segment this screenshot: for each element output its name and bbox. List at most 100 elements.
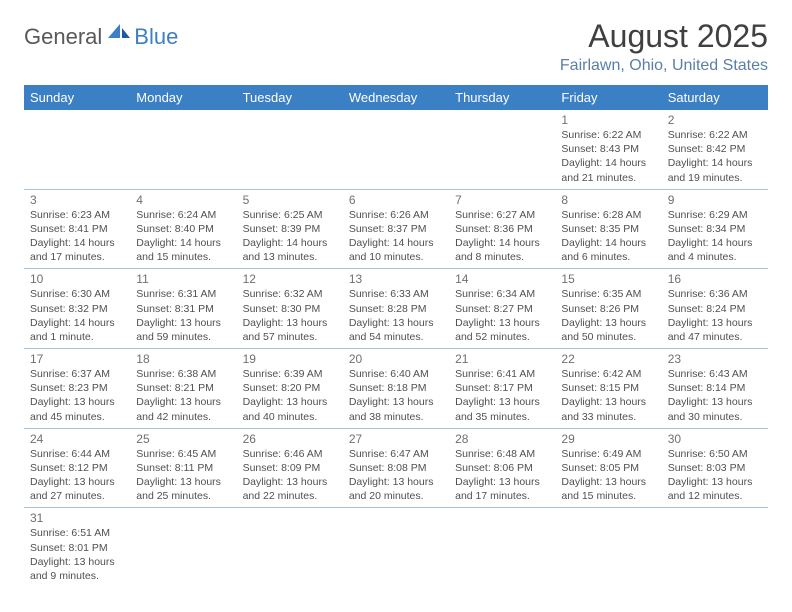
calendar-day-cell: 18Sunrise: 6:38 AMSunset: 8:21 PMDayligh…: [130, 349, 236, 429]
day-detail: Sunrise: 6:22 AM: [668, 128, 762, 142]
calendar-day-cell: 11Sunrise: 6:31 AMSunset: 8:31 PMDayligh…: [130, 269, 236, 349]
day-detail: and 6 minutes.: [561, 250, 655, 264]
day-detail: Daylight: 13 hours: [30, 555, 124, 569]
day-detail: Sunrise: 6:36 AM: [668, 287, 762, 301]
day-detail: Sunset: 8:08 PM: [349, 461, 443, 475]
calendar-week-row: 24Sunrise: 6:44 AMSunset: 8:12 PMDayligh…: [24, 428, 768, 508]
month-title: August 2025: [560, 18, 768, 55]
day-detail: Sunset: 8:18 PM: [349, 381, 443, 395]
calendar-day-cell: 21Sunrise: 6:41 AMSunset: 8:17 PMDayligh…: [449, 349, 555, 429]
day-detail: Sunset: 8:12 PM: [30, 461, 124, 475]
day-detail: Daylight: 13 hours: [136, 475, 230, 489]
weekday-header: Monday: [130, 85, 236, 110]
day-detail: and 59 minutes.: [136, 330, 230, 344]
day-number: 29: [561, 432, 655, 446]
day-number: 16: [668, 272, 762, 286]
calendar-day-cell: 10Sunrise: 6:30 AMSunset: 8:32 PMDayligh…: [24, 269, 130, 349]
day-detail: Daylight: 13 hours: [136, 316, 230, 330]
day-detail: Sunset: 8:11 PM: [136, 461, 230, 475]
calendar-day-cell: 25Sunrise: 6:45 AMSunset: 8:11 PMDayligh…: [130, 428, 236, 508]
calendar-week-row: 31Sunrise: 6:51 AMSunset: 8:01 PMDayligh…: [24, 508, 768, 587]
day-detail: Daylight: 13 hours: [561, 316, 655, 330]
day-detail: and 25 minutes.: [136, 489, 230, 503]
calendar-week-row: 3Sunrise: 6:23 AMSunset: 8:41 PMDaylight…: [24, 189, 768, 269]
day-detail: Daylight: 13 hours: [668, 475, 762, 489]
day-detail: and 21 minutes.: [561, 171, 655, 185]
day-detail: Sunrise: 6:35 AM: [561, 287, 655, 301]
day-detail: and 15 minutes.: [136, 250, 230, 264]
day-detail: Sunset: 8:31 PM: [136, 302, 230, 316]
day-detail: Sunrise: 6:34 AM: [455, 287, 549, 301]
day-detail: Daylight: 13 hours: [30, 475, 124, 489]
day-detail: Sunrise: 6:47 AM: [349, 447, 443, 461]
day-detail: Daylight: 13 hours: [455, 475, 549, 489]
day-number: 8: [561, 193, 655, 207]
calendar-day-cell: 1Sunrise: 6:22 AMSunset: 8:43 PMDaylight…: [555, 110, 661, 189]
day-detail: Sunrise: 6:49 AM: [561, 447, 655, 461]
day-detail: and 42 minutes.: [136, 410, 230, 424]
day-detail: Sunrise: 6:44 AM: [30, 447, 124, 461]
calendar-day-cell: 2Sunrise: 6:22 AMSunset: 8:42 PMDaylight…: [662, 110, 768, 189]
day-detail: Sunset: 8:20 PM: [243, 381, 337, 395]
calendar-day-cell: 29Sunrise: 6:49 AMSunset: 8:05 PMDayligh…: [555, 428, 661, 508]
calendar-day-cell: [130, 110, 236, 189]
calendar-day-cell: 12Sunrise: 6:32 AMSunset: 8:30 PMDayligh…: [237, 269, 343, 349]
day-detail: Daylight: 14 hours: [668, 236, 762, 250]
day-detail: and 19 minutes.: [668, 171, 762, 185]
calendar-day-cell: 28Sunrise: 6:48 AMSunset: 8:06 PMDayligh…: [449, 428, 555, 508]
day-detail: Sunset: 8:42 PM: [668, 142, 762, 156]
day-detail: Sunrise: 6:26 AM: [349, 208, 443, 222]
day-detail: and 22 minutes.: [243, 489, 337, 503]
day-detail: Sunrise: 6:22 AM: [561, 128, 655, 142]
day-detail: Sunset: 8:23 PM: [30, 381, 124, 395]
day-detail: Daylight: 14 hours: [455, 236, 549, 250]
day-number: 1: [561, 113, 655, 127]
day-detail: Daylight: 13 hours: [668, 395, 762, 409]
weekday-header: Sunday: [24, 85, 130, 110]
logo-text-general: General: [24, 24, 102, 50]
logo: General Blue: [24, 24, 178, 50]
day-detail: and 27 minutes.: [30, 489, 124, 503]
day-number: 13: [349, 272, 443, 286]
calendar-day-cell: [237, 508, 343, 587]
day-detail: and 10 minutes.: [349, 250, 443, 264]
day-detail: Sunset: 8:09 PM: [243, 461, 337, 475]
day-detail: Sunset: 8:21 PM: [136, 381, 230, 395]
day-detail: Daylight: 13 hours: [455, 395, 549, 409]
day-detail: Daylight: 14 hours: [349, 236, 443, 250]
calendar-day-cell: [555, 508, 661, 587]
day-detail: Daylight: 14 hours: [668, 156, 762, 170]
day-detail: and 40 minutes.: [243, 410, 337, 424]
day-detail: Sunset: 8:03 PM: [668, 461, 762, 475]
day-number: 28: [455, 432, 549, 446]
day-detail: and 38 minutes.: [349, 410, 443, 424]
day-detail: and 52 minutes.: [455, 330, 549, 344]
calendar-day-cell: 20Sunrise: 6:40 AMSunset: 8:18 PMDayligh…: [343, 349, 449, 429]
calendar-day-cell: 19Sunrise: 6:39 AMSunset: 8:20 PMDayligh…: [237, 349, 343, 429]
day-detail: and 13 minutes.: [243, 250, 337, 264]
day-detail: Daylight: 13 hours: [455, 316, 549, 330]
calendar-day-cell: [343, 110, 449, 189]
day-number: 26: [243, 432, 337, 446]
day-detail: Daylight: 13 hours: [30, 395, 124, 409]
day-detail: and 45 minutes.: [30, 410, 124, 424]
calendar-day-cell: [449, 110, 555, 189]
day-number: 11: [136, 272, 230, 286]
calendar-day-cell: 22Sunrise: 6:42 AMSunset: 8:15 PMDayligh…: [555, 349, 661, 429]
day-detail: and 33 minutes.: [561, 410, 655, 424]
logo-text-blue: Blue: [134, 24, 178, 50]
day-detail: Sunset: 8:24 PM: [668, 302, 762, 316]
day-detail: and 57 minutes.: [243, 330, 337, 344]
day-number: 2: [668, 113, 762, 127]
day-number: 23: [668, 352, 762, 366]
day-detail: Sunrise: 6:37 AM: [30, 367, 124, 381]
day-number: 20: [349, 352, 443, 366]
day-detail: Sunset: 8:14 PM: [668, 381, 762, 395]
day-detail: Sunset: 8:26 PM: [561, 302, 655, 316]
day-number: 31: [30, 511, 124, 525]
calendar-day-cell: 8Sunrise: 6:28 AMSunset: 8:35 PMDaylight…: [555, 189, 661, 269]
calendar-week-row: 1Sunrise: 6:22 AMSunset: 8:43 PMDaylight…: [24, 110, 768, 189]
weekday-header: Saturday: [662, 85, 768, 110]
calendar-day-cell: 3Sunrise: 6:23 AMSunset: 8:41 PMDaylight…: [24, 189, 130, 269]
day-number: 30: [668, 432, 762, 446]
